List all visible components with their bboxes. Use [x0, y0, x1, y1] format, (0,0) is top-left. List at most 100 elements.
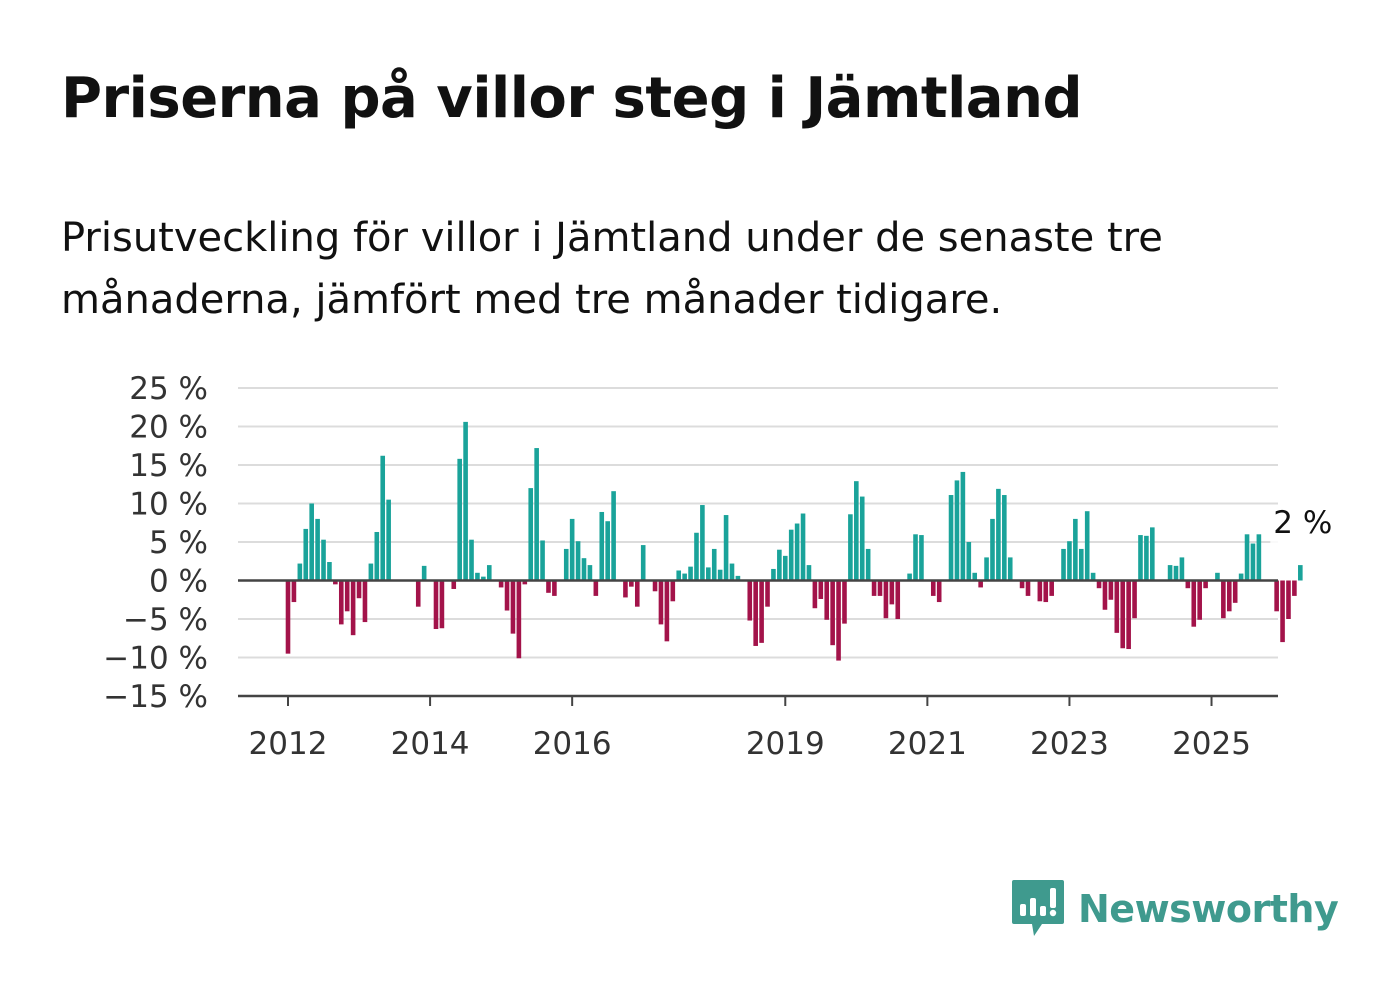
bar	[546, 580, 551, 593]
bar	[788, 529, 794, 581]
bar	[1167, 565, 1173, 581]
bar	[303, 528, 309, 581]
bar	[877, 580, 883, 596]
bar	[913, 534, 918, 581]
bar	[682, 573, 687, 581]
bar	[1114, 580, 1120, 633]
bar	[498, 580, 504, 588]
page-title: Priserna på villor steg i Jämtland	[61, 66, 1083, 131]
annotation-bg	[1270, 505, 1335, 544]
bar	[629, 580, 634, 587]
bar	[421, 565, 427, 581]
y-tick-label: 20 %	[129, 410, 208, 446]
bar	[848, 514, 853, 581]
bar	[463, 421, 468, 581]
bar	[315, 518, 320, 581]
bar	[563, 548, 569, 581]
bar	[1126, 580, 1131, 650]
y-tick-label: −5 %	[123, 602, 208, 638]
bar	[895, 580, 901, 619]
bar	[800, 513, 806, 581]
bar	[771, 568, 776, 581]
brand-logo[interactable]: Newsworthy	[1010, 878, 1339, 940]
bar	[285, 580, 291, 654]
bar	[990, 518, 995, 581]
bar	[291, 580, 297, 603]
bar	[960, 471, 966, 581]
bar	[1191, 580, 1197, 627]
bar	[368, 563, 374, 581]
bar	[1061, 548, 1066, 581]
bar	[1078, 548, 1084, 581]
bar	[930, 580, 936, 596]
bar	[711, 548, 717, 581]
bar	[481, 576, 486, 581]
bar	[978, 580, 983, 588]
bar	[782, 555, 788, 581]
bar	[1049, 580, 1054, 596]
bar	[1215, 572, 1220, 581]
bar	[1073, 518, 1078, 581]
bar	[824, 580, 830, 620]
bar	[812, 580, 818, 609]
bar	[954, 480, 960, 581]
bar	[830, 580, 835, 646]
bar	[966, 542, 972, 581]
bar	[451, 580, 457, 589]
bar	[688, 566, 693, 581]
bar	[996, 488, 1001, 581]
bar	[350, 580, 356, 636]
y-tick-label: 10 %	[129, 487, 208, 523]
x-tick-label: 2016	[533, 726, 612, 762]
bar	[575, 541, 581, 581]
bar	[569, 518, 575, 581]
bar	[1150, 527, 1155, 581]
bar	[889, 580, 895, 605]
bar	[759, 580, 764, 643]
bar	[842, 580, 847, 624]
y-tick-label: −15 %	[103, 679, 208, 715]
bar	[634, 580, 640, 607]
bar	[581, 558, 587, 581]
bar	[865, 548, 871, 581]
bar	[883, 580, 889, 619]
bar	[457, 458, 462, 581]
x-tick-label: 2021	[888, 726, 967, 762]
bar	[1002, 495, 1007, 581]
bar	[1173, 565, 1179, 581]
bar	[706, 567, 711, 581]
bar	[1108, 580, 1114, 600]
bar	[747, 580, 753, 621]
brand-name: Newsworthy	[1078, 887, 1339, 931]
bar	[504, 580, 510, 611]
bar	[1232, 580, 1238, 603]
bar	[333, 580, 338, 585]
bar	[919, 535, 924, 581]
bar	[1179, 557, 1185, 581]
bar	[936, 580, 942, 603]
bar	[765, 580, 770, 607]
x-tick-label: 2012	[249, 726, 328, 762]
page-subtitle: Prisutveckling för villor i Jämtland und…	[61, 215, 1163, 323]
bar	[522, 580, 528, 585]
bar	[836, 580, 841, 661]
bar	[717, 569, 723, 581]
bar	[380, 455, 386, 581]
bar	[794, 523, 800, 581]
bar	[907, 573, 912, 581]
bar	[1120, 580, 1126, 649]
bar	[1286, 580, 1291, 619]
bar	[658, 580, 664, 625]
bar	[327, 562, 332, 581]
bar	[1084, 511, 1090, 581]
bar	[599, 511, 605, 581]
bar	[753, 580, 758, 646]
bar	[670, 580, 676, 602]
bar	[818, 580, 824, 599]
y-tick-label: 15 %	[129, 448, 208, 484]
bar	[623, 580, 628, 598]
bar	[1037, 580, 1043, 602]
bar	[475, 572, 480, 581]
x-tick-label: 2023	[1030, 726, 1109, 762]
